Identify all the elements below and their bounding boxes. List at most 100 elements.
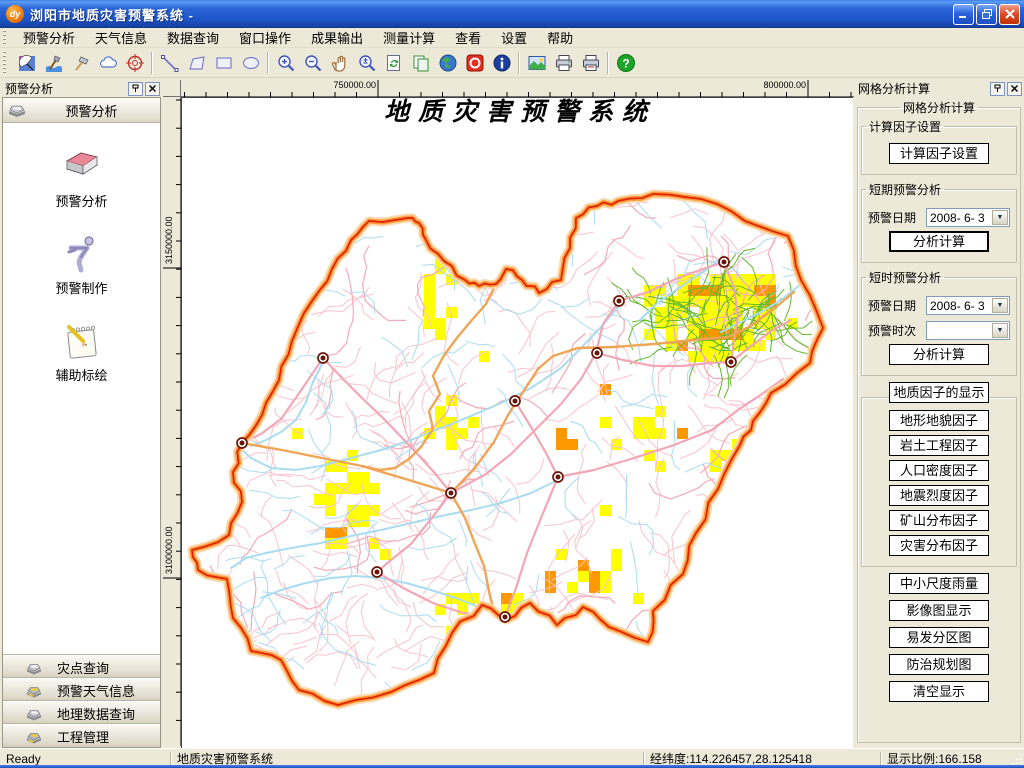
status-app-name: 地质灾害预警系统 <box>170 751 643 766</box>
close-icon[interactable] <box>1007 81 1022 96</box>
rectangle-tool-icon <box>215 56 232 69</box>
menu-item-result-output[interactable]: 成果输出 <box>311 31 364 46</box>
minimize-button[interactable] <box>953 3 974 25</box>
copy-icon <box>413 55 428 71</box>
pin-icon[interactable] <box>128 81 143 96</box>
help-icon: ? <box>616 53 635 72</box>
warning-time-label: 预警时次 <box>868 324 917 338</box>
nav-item-warning-production[interactable]: 预警制作 <box>3 234 160 297</box>
statusbar: Ready 地质灾害预警系统 经纬度:114.226457,28.125418 … <box>0 748 1024 768</box>
factor-buttons-group: 地形地貌因子 岩土工程因子 人口密度因子 地震烈度因子 矿山分布因子 灾害分布因子 <box>861 397 1017 567</box>
menu-item-data-query[interactable]: 数据查询 <box>167 31 220 46</box>
toolbar-button-hammer[interactable] <box>67 50 94 76</box>
nav-bar-project-management[interactable]: 工程管理 <box>3 724 160 747</box>
short-term-analyze-button[interactable]: 分析计算 <box>889 231 989 252</box>
menu-item-weather-info[interactable]: 天气信息 <box>95 31 148 46</box>
image-icon <box>528 55 545 70</box>
warning-date-combobox[interactable]: 2008- 6- 3 ▼ <box>926 208 1010 227</box>
toolbar-button-ellipse-tool[interactable] <box>237 50 264 76</box>
toolbar-button-info[interactable] <box>488 50 515 76</box>
toolbar-button-image[interactable] <box>523 50 550 76</box>
right-panel-titlebar: 网格分析计算 <box>855 80 1023 97</box>
nav-bar-disaster-point-query[interactable]: 灾点查询 <box>3 655 160 678</box>
toolbar-button-zoom-in[interactable] <box>272 50 299 76</box>
toolbar-button-help[interactable]: ? <box>612 50 639 76</box>
nav-bar-warning-weather-info[interactable]: 预警天气信息 <box>3 678 160 701</box>
menu-item-view[interactable]: 查看 <box>455 31 482 46</box>
nav-bar-geo-data-query[interactable]: 地理数据查询 <box>3 701 160 724</box>
nav-bar-label: 灾点查询 <box>57 660 110 676</box>
refresh-icon <box>386 54 400 71</box>
toolbar-button-stop[interactable] <box>461 50 488 76</box>
susceptibility-map-button[interactable]: 易发分区图 <box>889 627 989 648</box>
toolbar-button-water-axe[interactable] <box>40 50 67 76</box>
globe-icon <box>439 54 456 71</box>
toolbar-button-print-preview[interactable] <box>577 50 604 76</box>
rainfall-button[interactable]: 中小尺度雨量 <box>889 573 989 594</box>
toolbar-button-cloud[interactable] <box>94 50 121 76</box>
nav-item-warning-analysis[interactable]: 预警分析 <box>3 147 160 210</box>
menubar-gripper[interactable] <box>2 29 9 46</box>
toolbar-button-polygon-tool[interactable] <box>183 50 210 76</box>
menu-item-help[interactable]: 帮助 <box>547 31 574 46</box>
app-icon: dy <box>6 5 24 23</box>
geotech-factor-button[interactable]: 岩土工程因子 <box>889 435 989 456</box>
toolbar-button-rectangle-tool[interactable] <box>210 50 237 76</box>
toolbar-button-crosshair[interactable] <box>121 50 148 76</box>
toolbar-button-zoom-extent[interactable] <box>353 50 380 76</box>
toolbar-gripper[interactable] <box>2 50 9 75</box>
close-icon[interactable] <box>145 81 160 96</box>
chevron-down-icon[interactable]: ▼ <box>992 298 1008 313</box>
warning-time-combobox[interactable]: ▼ <box>926 321 1010 340</box>
menubar: 预警分析 天气信息 数据查询 窗口操作 成果输出 测量计算 查看 设置 帮助 <box>0 28 1024 48</box>
main-area: 预警分析 预警分析 预警分析预警制作辅助标绘 灾点查询预警天气信息 地理数据查询工… <box>0 78 1024 748</box>
grid-analysis-group: 网格分析计算 计算因子设置 计算因子设置 短期预警分析 预警日期 2008- 6… <box>857 99 1021 743</box>
cloud-icon <box>99 55 117 68</box>
toolbar-button-zoom-out[interactable] <box>299 50 326 76</box>
right-panel-title: 网格分析计算 <box>858 82 931 96</box>
toolbar-separator <box>267 51 269 74</box>
nowcast-date-combobox[interactable]: 2008- 6- 3 ▼ <box>926 296 1010 315</box>
menu-item-window-operate[interactable]: 窗口操作 <box>239 31 292 46</box>
close-button[interactable] <box>999 3 1020 25</box>
terrain-factor-button[interactable]: 地形地貌因子 <box>889 410 989 431</box>
warning-map[interactable]: 地质灾害预警系统 <box>182 98 854 747</box>
svg-text:800000.00: 800000.00 <box>763 80 806 90</box>
population-factor-button[interactable]: 人口密度因子 <box>889 460 989 481</box>
menu-item-warning-analysis[interactable]: 预警分析 <box>23 31 76 46</box>
prevention-plan-button[interactable]: 防治规划图 <box>889 654 989 675</box>
toolbar-button-radar[interactable] <box>13 50 40 76</box>
pin-icon[interactable] <box>990 81 1005 96</box>
toolbar-button-refresh[interactable] <box>380 50 407 76</box>
map-canvas[interactable]: 地质灾害预警系统 <box>181 97 853 748</box>
right-panel: 网格分析计算 网格分析计算 计算因子设置 计算因子设置 短期预警分析 预警日期 <box>853 78 1024 748</box>
nowcast-analyze-button[interactable]: 分析计算 <box>889 344 989 365</box>
mine-factor-button[interactable]: 矿山分布因子 <box>889 510 989 531</box>
clear-display-button[interactable]: 清空显示 <box>889 681 989 702</box>
image-display-button[interactable]: 影像图显示 <box>889 600 989 621</box>
ellipse-tool-icon <box>242 56 259 69</box>
menu-item-settings[interactable]: 设置 <box>501 31 528 46</box>
toolbar-button-print[interactable] <box>550 50 577 76</box>
chevron-down-icon[interactable]: ▼ <box>992 210 1008 225</box>
svg-text:3100000.00: 3100000.00 <box>164 526 174 574</box>
seismic-factor-button[interactable]: 地震烈度因子 <box>889 485 989 506</box>
menu-item-measure-calc[interactable]: 测量计算 <box>383 31 436 46</box>
resize-grip[interactable] <box>1008 754 1022 768</box>
factor-setting-button[interactable]: 计算因子设置 <box>889 143 989 164</box>
print-icon <box>555 54 572 71</box>
nav-item-auxiliary-plotting[interactable]: 辅助标绘 <box>3 321 160 384</box>
left-panel-title: 预警分析 <box>5 82 54 96</box>
toolbar-button-globe[interactable] <box>434 50 461 76</box>
water-axe-icon <box>45 55 62 72</box>
disaster-factor-button[interactable]: 灾害分布因子 <box>889 535 989 556</box>
restore-button[interactable] <box>976 3 997 25</box>
geo-factor-display-button[interactable]: 地质因子的显示 <box>889 382 989 403</box>
left-panel-header-label: 预警分析 <box>65 103 118 119</box>
map-title: 地质灾害预警系统 <box>384 98 656 126</box>
toolbar-button-line-tool[interactable] <box>156 50 183 76</box>
toolbar-button-copy[interactable] <box>407 50 434 76</box>
toolbar-button-pan-hand[interactable] <box>326 50 353 76</box>
chevron-down-icon[interactable]: ▼ <box>992 323 1008 338</box>
